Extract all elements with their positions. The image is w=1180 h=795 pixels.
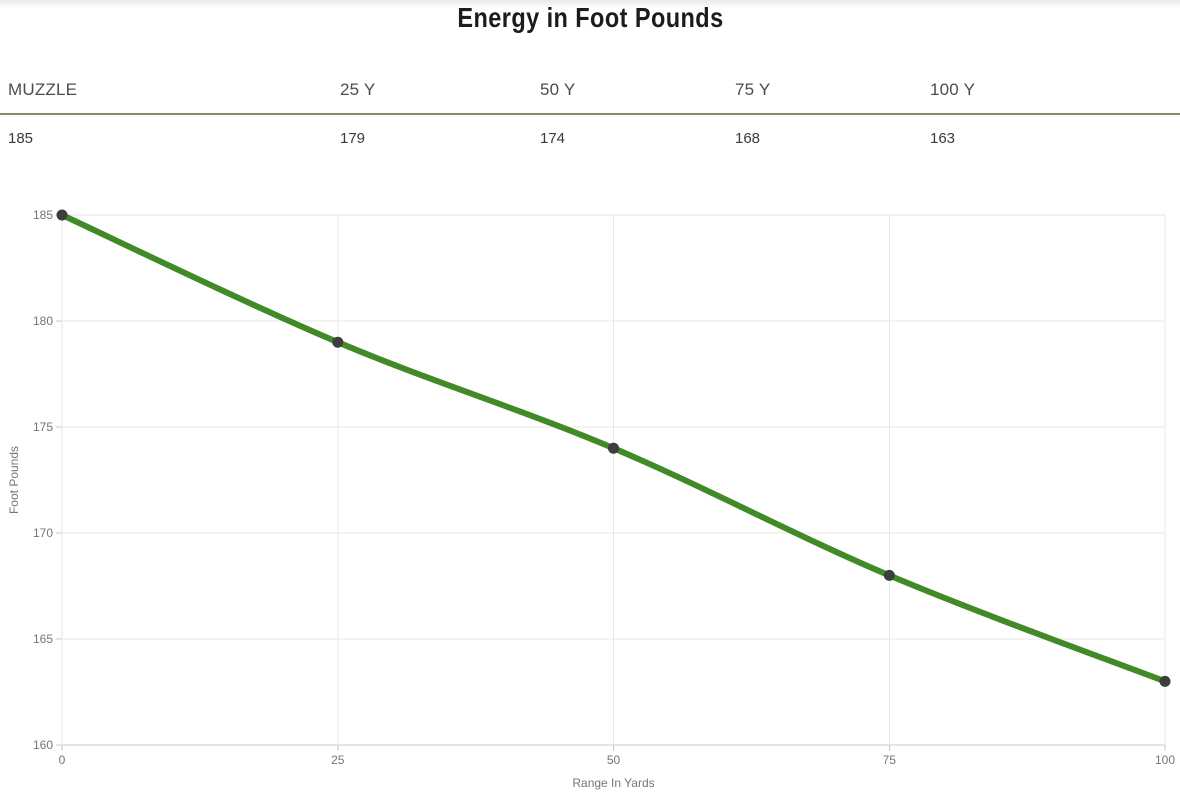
page-title: Energy in Foot Pounds [0, 2, 1180, 34]
table-value-cell-50y: 174 [540, 130, 566, 147]
y-tick-label: 170 [33, 526, 53, 540]
table-value-row: 185 179 174 168 163 [0, 115, 1180, 147]
data-point-marker[interactable] [56, 209, 68, 221]
table-header-cell-50y: 50 Y [540, 80, 576, 99]
y-tick-label: 165 [33, 632, 53, 646]
x-axis-title: Range In Yards [572, 776, 655, 790]
table-header-row: MUZZLE 25 Y 50 Y 75 Y 100 Y [0, 80, 1180, 115]
table-header-cell-100y: 100 Y [930, 80, 976, 99]
page-title-text: Energy in Foot Pounds [456, 2, 724, 33]
y-tick-label: 160 [33, 738, 53, 752]
table-header-cell-muzzle: MUZZLE [8, 80, 78, 99]
y-tick-label: 180 [33, 314, 53, 328]
energy-chart: 160 165 170 175 180 185 0 25 50 75 100 [33, 208, 1175, 767]
y-tick-label: 185 [33, 208, 53, 222]
table-value-cell-25y: 179 [340, 130, 366, 147]
table-value-cell-75y: 168 [735, 130, 761, 147]
y-tick-label: 175 [33, 420, 53, 434]
table-header-cell-25y: 25 Y [340, 80, 376, 99]
data-point-marker[interactable] [608, 442, 619, 454]
data-point-marker[interactable] [1159, 675, 1171, 687]
ballistics-table: MUZZLE 25 Y 50 Y 75 Y 100 Y 185 179 174 … [0, 80, 1180, 147]
data-point-marker[interactable] [332, 336, 344, 348]
table-value-cell-muzzle: 185 [8, 130, 34, 147]
table-header-cell-75y: 75 Y [735, 80, 771, 99]
table-value-cell-100y: 163 [930, 130, 956, 147]
data-point-marker[interactable] [883, 569, 895, 581]
x-tick-label: 25 [331, 753, 345, 767]
x-tick-label: 75 [883, 753, 897, 767]
y-axis-title: Foot Pounds [7, 445, 21, 515]
x-tick-label: 0 [59, 753, 66, 767]
x-tick-label: 50 [607, 753, 621, 767]
x-tick-label: 100 [1155, 753, 1175, 767]
